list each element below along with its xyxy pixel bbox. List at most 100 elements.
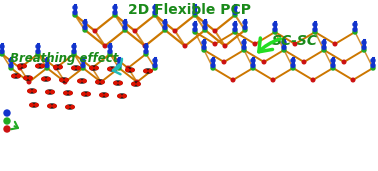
Circle shape — [153, 66, 157, 70]
Ellipse shape — [48, 104, 56, 108]
Ellipse shape — [65, 78, 68, 82]
Circle shape — [322, 48, 326, 52]
Ellipse shape — [60, 78, 63, 82]
Circle shape — [291, 66, 295, 70]
FancyArrowPatch shape — [11, 122, 18, 129]
Circle shape — [243, 21, 247, 24]
Circle shape — [223, 44, 227, 48]
Circle shape — [282, 48, 286, 52]
Ellipse shape — [144, 69, 147, 73]
Circle shape — [322, 45, 326, 49]
Ellipse shape — [118, 94, 126, 98]
Circle shape — [291, 63, 295, 68]
Circle shape — [253, 42, 257, 46]
FancyArrowPatch shape — [113, 59, 122, 74]
Circle shape — [222, 60, 226, 64]
Ellipse shape — [23, 64, 26, 68]
Ellipse shape — [96, 80, 104, 84]
Circle shape — [126, 66, 130, 70]
Circle shape — [233, 30, 237, 34]
Ellipse shape — [126, 68, 134, 72]
Ellipse shape — [18, 64, 21, 68]
Circle shape — [213, 42, 217, 46]
Ellipse shape — [78, 80, 81, 83]
Text: Breathing effect: Breathing effect — [10, 52, 118, 65]
Ellipse shape — [30, 103, 33, 107]
Ellipse shape — [126, 68, 129, 71]
Ellipse shape — [83, 80, 86, 83]
Circle shape — [113, 13, 117, 17]
Circle shape — [103, 44, 107, 48]
Circle shape — [163, 28, 167, 32]
Circle shape — [90, 66, 94, 70]
Ellipse shape — [60, 78, 68, 82]
Circle shape — [233, 23, 237, 27]
Ellipse shape — [36, 64, 39, 68]
Circle shape — [273, 30, 277, 34]
Circle shape — [213, 29, 217, 33]
Circle shape — [362, 41, 366, 44]
Ellipse shape — [131, 68, 134, 71]
Circle shape — [73, 5, 77, 10]
Circle shape — [242, 45, 246, 49]
Circle shape — [371, 63, 375, 68]
Circle shape — [9, 58, 13, 62]
Circle shape — [353, 23, 357, 27]
Circle shape — [243, 25, 247, 30]
Circle shape — [81, 63, 85, 68]
Ellipse shape — [100, 93, 108, 97]
Circle shape — [202, 48, 206, 52]
Ellipse shape — [132, 82, 140, 86]
Ellipse shape — [12, 74, 15, 78]
Circle shape — [0, 44, 4, 49]
Circle shape — [251, 63, 255, 68]
Ellipse shape — [28, 89, 31, 93]
Circle shape — [153, 63, 157, 68]
Circle shape — [143, 44, 147, 48]
Circle shape — [99, 80, 103, 84]
Ellipse shape — [66, 106, 69, 109]
Ellipse shape — [29, 76, 32, 80]
Ellipse shape — [54, 65, 57, 69]
Ellipse shape — [47, 77, 50, 81]
Ellipse shape — [12, 74, 20, 78]
Circle shape — [45, 66, 49, 70]
Circle shape — [331, 66, 335, 70]
Circle shape — [331, 58, 335, 62]
Circle shape — [0, 49, 4, 54]
Ellipse shape — [35, 103, 38, 107]
Circle shape — [233, 10, 237, 15]
Ellipse shape — [17, 74, 20, 78]
Circle shape — [293, 42, 297, 46]
Circle shape — [123, 21, 127, 24]
Ellipse shape — [33, 89, 36, 93]
Ellipse shape — [42, 77, 50, 81]
Ellipse shape — [144, 69, 152, 73]
Circle shape — [108, 44, 112, 49]
Circle shape — [83, 28, 87, 32]
Circle shape — [36, 49, 40, 54]
Ellipse shape — [132, 82, 135, 86]
Circle shape — [45, 63, 49, 68]
Circle shape — [203, 25, 207, 30]
Circle shape — [233, 28, 237, 31]
Circle shape — [108, 52, 112, 56]
Circle shape — [108, 49, 112, 54]
Circle shape — [0, 52, 4, 56]
Circle shape — [233, 13, 237, 17]
Circle shape — [183, 44, 187, 48]
Circle shape — [291, 58, 295, 62]
Circle shape — [211, 66, 215, 70]
Ellipse shape — [53, 104, 56, 108]
Circle shape — [243, 28, 247, 32]
Circle shape — [251, 66, 255, 70]
Ellipse shape — [96, 80, 99, 84]
Circle shape — [36, 52, 40, 56]
Circle shape — [123, 25, 127, 30]
Ellipse shape — [66, 105, 74, 109]
Circle shape — [135, 80, 139, 84]
Ellipse shape — [90, 66, 98, 70]
Circle shape — [4, 126, 10, 132]
Circle shape — [362, 45, 366, 49]
Circle shape — [242, 48, 246, 52]
